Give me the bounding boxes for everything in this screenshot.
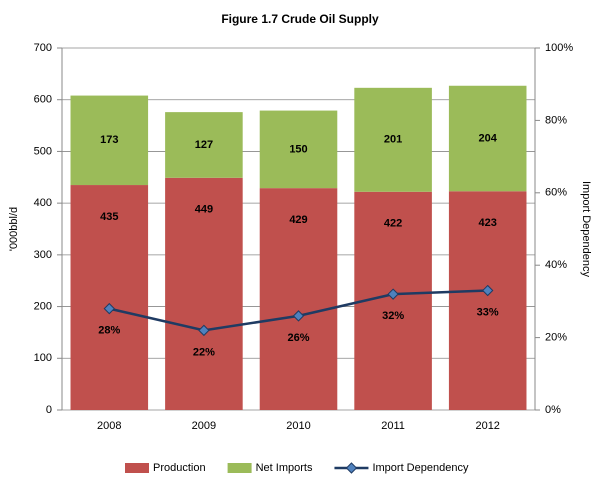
marker [481,284,494,297]
bar-segment [70,185,149,410]
data-label: 429 [289,214,307,226]
y-tick-label: 300 [34,249,52,261]
x-tick-label: 2010 [286,420,310,432]
data-label: 26% [287,332,309,344]
data-label: 204 [479,132,498,144]
x-tick-label: 2012 [475,420,499,432]
x-tick-label: 2008 [97,420,121,432]
bar-segment [354,87,432,192]
data-label: 449 [195,204,213,216]
bar-segment [165,177,243,410]
chart-title: Figure 1.7 Crude Oil Supply [221,12,379,26]
legend-marker [345,462,358,474]
y2-tick-label: 40% [545,259,567,271]
legend-label: Net Imports [256,462,313,474]
bar-segment [70,95,149,186]
x-tick-label: 2011 [381,420,405,432]
bar-segment [448,191,527,410]
data-label: 173 [100,134,118,146]
legend-swatch [125,463,149,473]
x-tick-label: 2009 [192,420,216,432]
marker [103,302,116,315]
data-label: 150 [289,143,307,155]
y-tick-label: 400 [34,197,52,209]
data-label: 435 [100,211,118,223]
legend-swatch [227,463,252,473]
y2-tick-label: 20% [545,332,567,344]
y-tick-label: 200 [34,300,52,312]
y2-tick-label: 100% [545,42,573,54]
data-label: 32% [382,310,404,322]
legend-label: Production [153,462,206,474]
y2-tick-label: 80% [545,114,567,126]
data-label: 423 [479,217,497,229]
data-label: 201 [384,134,402,146]
y-tick-label: 500 [34,145,52,157]
y-tick-label: 600 [34,94,52,106]
marker [292,310,305,322]
y2-tick-label: 0% [545,404,561,416]
bar-segment [448,85,527,192]
marker [387,288,399,300]
marker [198,324,210,337]
y2-axis-label: Import Dependency [580,181,592,277]
data-label: 22% [193,346,215,358]
data-label: 422 [384,218,402,230]
data-label: 33% [477,306,499,318]
y-tick-label: 0 [46,404,52,416]
bar-segment [165,112,243,178]
data-label: 127 [195,139,213,151]
data-label: 28% [98,325,120,337]
bar-segment [259,110,338,189]
legend-label: Import Dependency [372,462,468,474]
y-tick-label: 100 [34,352,52,364]
y2-tick-label: 60% [545,187,567,199]
y-axis-label: '000bbl/d [8,207,20,251]
bar-segment [259,188,338,410]
y-tick-label: 700 [34,42,52,54]
